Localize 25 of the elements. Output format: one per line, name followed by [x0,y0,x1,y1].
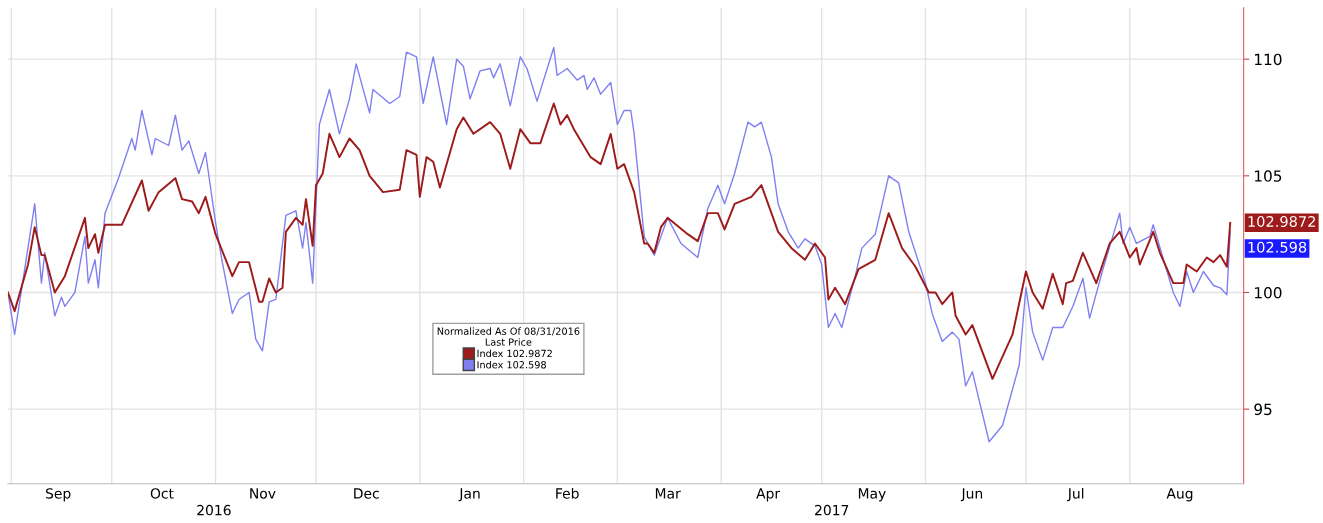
x-tick-label: Aug [1166,488,1193,502]
x-tick-label: Mar [655,488,681,499]
x-tick-label: Sep [45,488,71,502]
y-tick-label: 95 [1254,403,1272,416]
annotation: 102.598 [1248,241,1307,253]
x-tick-label: May [858,488,886,502]
x-tick-label: Apr [756,488,781,502]
x-tick-label: Jan [458,488,480,502]
y-tick-label: 105 [1255,170,1282,182]
x-tick-label: Feb [556,487,579,499]
y-tick-label: 110 [1255,53,1282,66]
legend-label: Index 102.598 [477,360,546,369]
x-tick-label: Oct [150,488,174,499]
x-tick-label: Dec [354,488,379,499]
x-tick-label: Jul [1067,487,1084,502]
legend-label: Index 102.9872 [477,349,552,358]
line-series [7,46,1231,443]
legend-title: Normalized As Of 08/31/2016 Last Price [437,327,580,346]
y-tick-label: 100 [1255,286,1282,299]
x-tick-label: Jun [960,488,983,502]
line-series [7,102,1232,380]
text: 2017 [815,504,849,516]
x-tick-label: Nov [250,488,276,499]
annotation: 102.9872 [1248,215,1316,228]
text: 2016 [197,504,231,516]
